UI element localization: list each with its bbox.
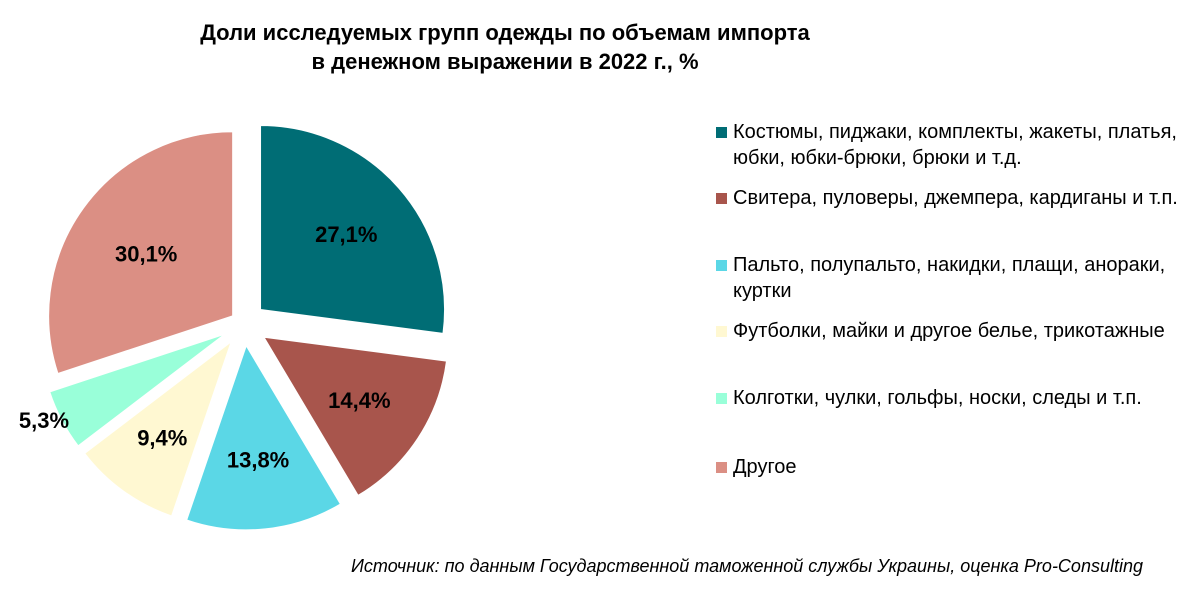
chart-title-line-1: Доли исследуемых групп одежды по объемам…	[200, 20, 810, 45]
pie-slice-1	[260, 124, 446, 334]
pie-slice-6	[48, 131, 234, 375]
legend-swatch	[716, 260, 727, 271]
legend-item-2: Свитера, пуловеры, джемпера, кардиганы и…	[716, 185, 1201, 211]
data-label-2: 14,4%	[328, 388, 390, 413]
legend-label: Другое	[733, 456, 797, 478]
legend-swatch	[716, 393, 727, 404]
legend-swatch	[716, 127, 727, 138]
data-label-4: 9,4%	[137, 425, 187, 450]
legend-swatch	[716, 462, 727, 473]
legend-swatch	[716, 193, 727, 204]
legend-label: Пальто, полупальто, накидки, плащи, анор…	[733, 254, 1166, 302]
legend-item-1: Костюмы, пиджаки, комплекты, жакеты, пла…	[716, 119, 1201, 171]
chart-title-line-2: в денежном выражении в 2022 г., %	[311, 49, 699, 74]
legend-item-6: Другое	[716, 454, 1201, 480]
pie-slice-5	[49, 333, 225, 447]
pie-slice-2	[263, 336, 448, 497]
data-label-6: 30,1%	[115, 241, 177, 266]
legend-label: Свитера, пуловеры, джемпера, кардиганы и…	[733, 187, 1178, 209]
legend-swatch	[716, 326, 727, 337]
pie-slice-3	[186, 344, 342, 531]
data-label-5: 5,3%	[19, 408, 69, 433]
legend-item-4: Футболки, майки и другое белье, трикотаж…	[716, 318, 1201, 344]
legend-item-3: Пальто, полупальто, накидки, плащи, анор…	[716, 252, 1201, 304]
legend-label: Колготки, чулки, гольфы, носки, следы и …	[733, 387, 1142, 409]
legend-label: Футболки, майки и другое белье, трикотаж…	[733, 320, 1165, 342]
legend-label: Костюмы, пиджаки, комплекты, жакеты, пла…	[733, 121, 1177, 169]
source-note: Источник: по данным Государственной тамо…	[351, 556, 1143, 576]
legend-item-5: Колготки, чулки, гольфы, носки, следы и …	[716, 385, 1201, 411]
data-label-3: 13,8%	[227, 447, 289, 472]
data-label-1: 27,1%	[315, 222, 377, 247]
pie-slice-4	[84, 340, 233, 517]
chart-title: Доли исследуемых групп одежды по объемам…	[150, 18, 860, 76]
